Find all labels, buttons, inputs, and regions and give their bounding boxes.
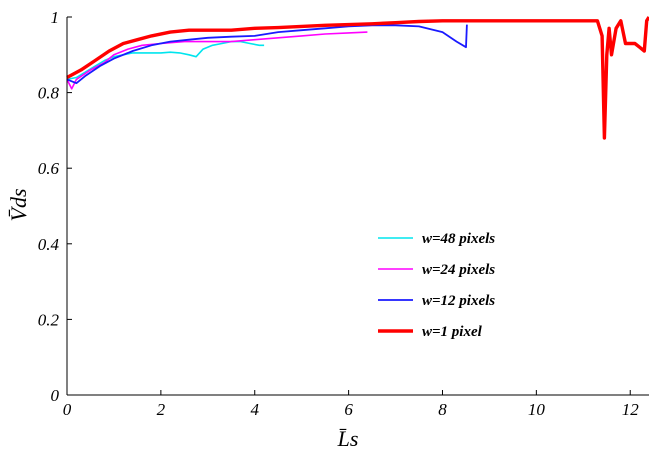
x-tick-label: 8 [438,400,447,419]
y-tick-label: 0.8 [38,84,60,103]
series-line-3 [66,24,468,85]
y-tick-label: 0.6 [38,159,60,178]
legend: w=48 pixels w=24 pixels w=12 pixels w=1 pix… [378,231,495,340]
y-tick-label: 0 [51,386,60,405]
y-axis-label: V̄ds [6,189,31,222]
series-line-4 [66,16,649,140]
series-layer [66,16,649,140]
y-tick-label: 1 [51,8,60,27]
x-tick-label: 4 [250,400,259,419]
x-axis-label: L̄s [337,426,359,451]
legend-entry: w=24 pixels [422,262,495,278]
x-tick-label: 6 [344,400,353,419]
series-line-2 [66,31,368,90]
axes-layer: 0 2 4 6 8 10 12 0 0.2 0.4 0.6 0.8 1 [38,8,649,419]
x-tick-label: 12 [622,400,640,419]
x-tick-label: 0 [63,400,72,419]
x-tick-label: 10 [528,400,546,419]
x-tick-label: 2 [157,400,166,419]
legend-entry: w=12 pixels [422,293,495,309]
y-tick-label: 0.4 [38,235,60,254]
legend-entry: w=48 pixels [422,231,495,247]
legend-entry: w=1 pixel [422,324,483,340]
y-tick-label: 0.2 [38,310,60,329]
